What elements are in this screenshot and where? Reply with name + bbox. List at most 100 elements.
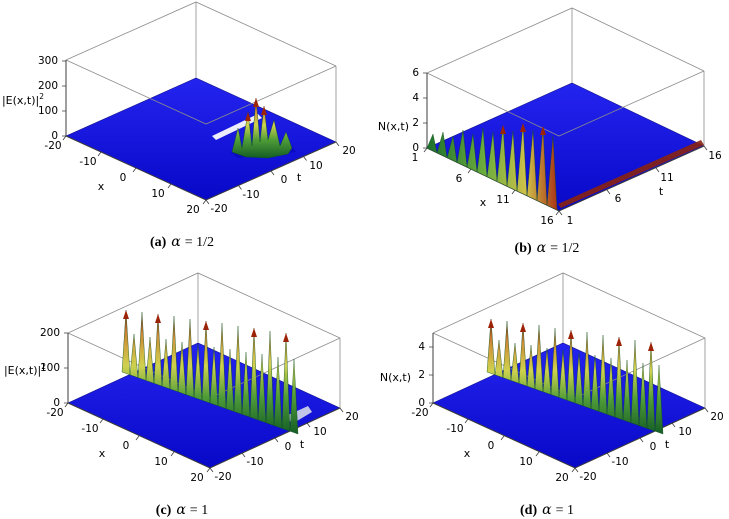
x-tick-label: 0: [120, 172, 127, 184]
t-tick-label: 11: [660, 172, 673, 184]
peak-red-tips: [245, 98, 267, 121]
z-tick-marks: [62, 60, 66, 137]
box-frame: [65, 1, 337, 142]
t-tick-label: 10: [309, 160, 322, 172]
caption-d-symbol: α: [542, 502, 552, 518]
caption-a: (a) α = 1/2: [0, 234, 364, 251]
caption-d-tag: (d): [520, 503, 538, 518]
t-tick-label: 20: [345, 411, 358, 423]
rogue-peak: [231, 97, 293, 159]
plot-c-surface3d: 0 100 200 |E(x,t)|2 -20 -10 0 10 20 x -2…: [4, 272, 359, 484]
caption-c-symbol: α: [176, 502, 186, 518]
z-tick-label: 4: [418, 341, 425, 353]
x-tick-marks: [62, 135, 207, 205]
t-tick-marks: [558, 145, 708, 216]
panel-d: 0 2 4 N(x,t) -20 -10 0 10 20 x -20 -10 0…: [365, 268, 729, 519]
t-tick-label: 0: [281, 174, 288, 186]
t-tick-label: -20: [214, 471, 231, 483]
x-tick-label: -20: [44, 140, 61, 152]
caption-a-symbol: α: [171, 234, 181, 250]
z-axis-label: |E(x,t)|2: [4, 362, 46, 377]
peak-train: [486, 318, 664, 435]
x-tick-label: -10: [81, 423, 98, 435]
caption-a-tag: (a): [149, 235, 167, 250]
x-tick-label: 10: [151, 188, 164, 200]
z-tick-marks: [429, 346, 433, 404]
z-tick-label: 200: [38, 80, 58, 92]
z-axis-label: N(x,t): [380, 371, 411, 384]
caption-b-value: = 1/2: [550, 241, 580, 256]
t-tick-label: 20: [342, 145, 355, 157]
t-axis-label: t: [297, 171, 302, 184]
caption-d: (d) α = 1: [365, 502, 729, 519]
peak-ridge: [426, 123, 560, 212]
t-tick-marks: [205, 141, 340, 205]
t-tick-label: -10: [611, 456, 628, 468]
z-axis-label-sup: 2: [39, 92, 44, 101]
panel-b: 0 2 4 6 N(x,t) 1 6 11 16 x 1 6 11 16 t (…: [365, 6, 729, 257]
x-axis-label: x: [98, 180, 105, 193]
t-tick-marks: [574, 407, 709, 473]
z-tick-label: 300: [38, 55, 58, 67]
z-tick-marks: [64, 332, 68, 404]
z-tick-label: 2: [418, 369, 425, 381]
x-tick-label: -10: [79, 156, 96, 168]
t-tick-label: -10: [246, 456, 263, 468]
x-axis-label: x: [99, 447, 106, 460]
z-axis-label-base: |E(x,t)|: [4, 364, 41, 377]
surface-base: [65, 77, 337, 201]
x-tick-label: 20: [190, 472, 203, 484]
peak-train: [121, 309, 299, 435]
x-tick-label: 20: [555, 472, 568, 484]
t-tick-label: 10: [313, 426, 326, 438]
x-tick-label: 0: [123, 440, 130, 452]
z-tick-label: 0: [53, 397, 60, 409]
caption-b: (b) α = 1/2: [365, 240, 729, 257]
panel-a: 0 100 200 300 |E(x,t)|2 -20 -10 0 10 20 …: [0, 0, 364, 251]
z-tick-label: 100: [40, 362, 60, 374]
t-axis-label: t: [300, 438, 305, 451]
x-tick-label: 10: [154, 456, 167, 468]
z-tick-label: 4: [412, 92, 419, 104]
x-tick-label: 6: [456, 173, 463, 185]
z-tick-label: 100: [38, 105, 58, 117]
t-tick-label: 0: [285, 441, 292, 453]
red-streak: [558, 140, 704, 208]
peak-red-tips: [500, 123, 546, 135]
caption-c-tag: (c): [155, 503, 172, 518]
caption-c-value: = 1: [189, 503, 209, 518]
x-tick-marks: [429, 402, 576, 473]
x-tick-label: -10: [446, 423, 463, 435]
z-axis-label: N(x,t): [378, 120, 409, 133]
x-axis-label: x: [464, 447, 471, 460]
caption-c: (c) α = 1: [0, 502, 364, 519]
caption-a-value: = 1/2: [184, 235, 215, 250]
t-tick-label: -10: [242, 189, 259, 201]
z-axis-label-base: |E(x,t)|: [2, 94, 39, 107]
panel-c: 0 100 200 |E(x,t)|2 -20 -10 0 10 20 x -2…: [0, 268, 364, 519]
peak-red-tips: [488, 319, 654, 351]
z-tick-label: 0: [51, 130, 58, 142]
t-tick-label: 0: [650, 441, 657, 453]
t-tick-label: 6: [615, 193, 622, 205]
x-tick-label: -20: [411, 407, 428, 419]
t-tick-label: 10: [678, 426, 691, 438]
peak-red-tips: [123, 310, 289, 342]
box-frame: [426, 7, 705, 146]
x-tick-label: 10: [519, 456, 532, 468]
x-tick-marks: [423, 147, 560, 216]
t-tick-label: 20: [710, 411, 723, 423]
x-tick-label: -20: [46, 407, 63, 419]
t-tick-label: -20: [210, 203, 227, 215]
x-tick-label: 0: [488, 440, 495, 452]
z-tick-label: 200: [40, 327, 60, 339]
x-axis-label: x: [480, 196, 487, 209]
z-axis-label: |E(x,t)|2: [2, 92, 44, 107]
x-tick-marks: [64, 402, 211, 473]
plot-d-surface3d: 0 2 4 N(x,t) -20 -10 0 10 20 x -20 -10 0…: [380, 272, 724, 484]
z-tick-label: 0: [412, 142, 419, 154]
caption-d-value: = 1: [555, 503, 574, 518]
x-tick-label: 1: [412, 152, 419, 164]
plot-a-surface3d: 0 100 200 300 |E(x,t)|2 -20 -10 0 10 20 …: [2, 1, 356, 216]
